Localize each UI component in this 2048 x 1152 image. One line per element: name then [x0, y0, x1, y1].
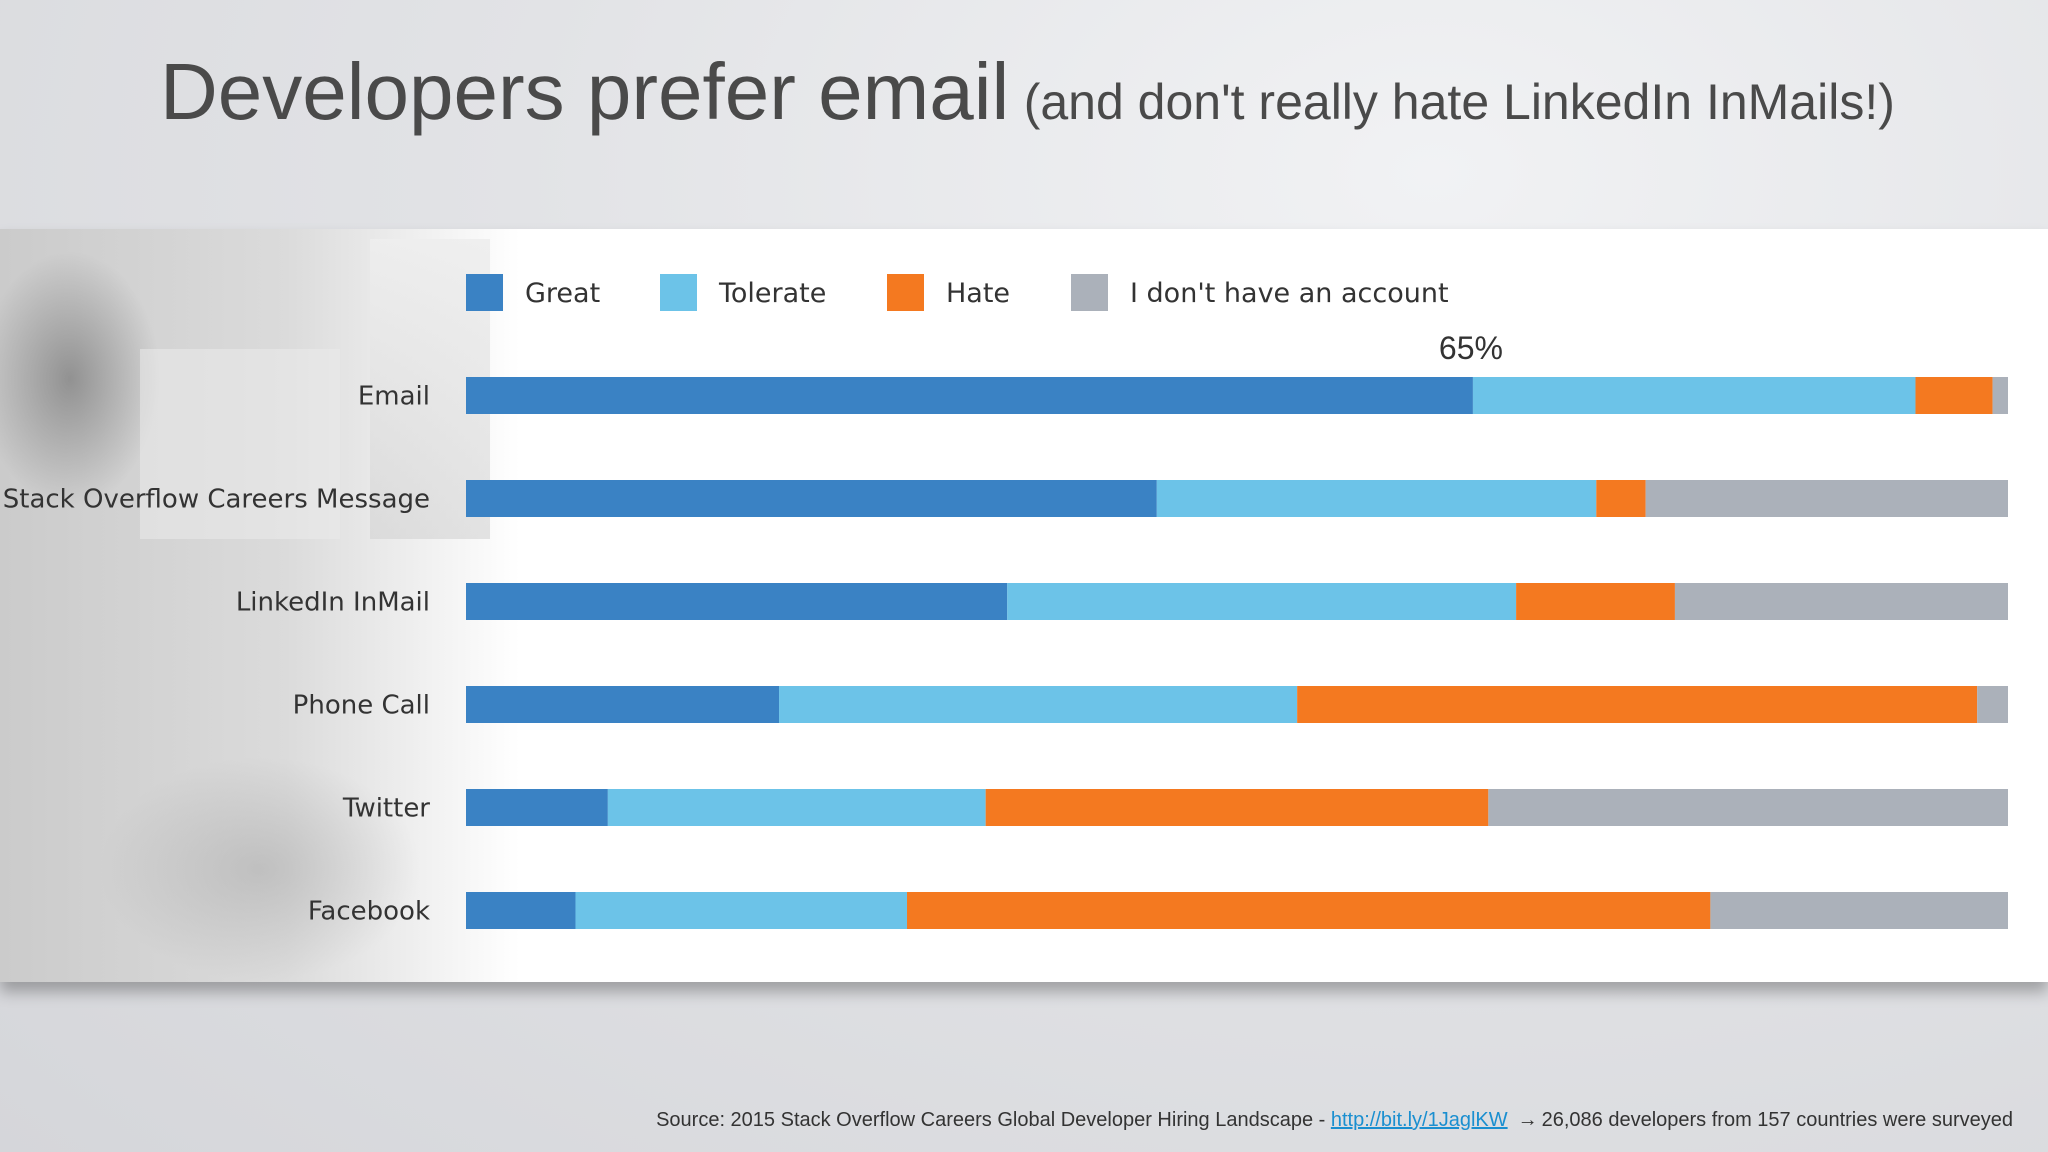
- category-label-email: Email: [358, 382, 430, 412]
- legend-label-great: Great: [525, 278, 600, 309]
- bar-facebook-great: [466, 892, 576, 929]
- legend-swatch-tolerate: [660, 274, 697, 311]
- bar-linkedin-inmail-great: [466, 583, 1008, 620]
- bar-phone-call-hate: [1297, 686, 1978, 723]
- bar-stack-overflow-careers-message-hate: [1596, 480, 1646, 517]
- stacked-bar-chart: Great Tolerate Hate I don't have an account…: [3, 274, 2008, 929]
- legend-label-i-don-t-have-an-account: I don't have an account: [1130, 278, 1449, 309]
- bar-phone-call-great: [466, 686, 780, 723]
- category-label-linkedin-inmail: LinkedIn InMail: [236, 588, 430, 618]
- annotation-label: 65%: [1439, 330, 1503, 366]
- survey-note: 26,086 developers from 157 countries wer…: [1541, 1109, 2013, 1131]
- bar-twitter-tolerate: [607, 789, 986, 826]
- bar-facebook-hate: [907, 892, 1711, 929]
- bar-facebook-tolerate: [575, 892, 908, 929]
- bar-linkedin-inmail-hate: [1516, 583, 1675, 620]
- source-note: Source: 2015 Stack Overflow Careers Glob…: [656, 1109, 2013, 1132]
- bar-twitter-great: [466, 789, 608, 826]
- bar-email-hate: [1915, 377, 1993, 414]
- bar-phone-call-tolerate: [779, 686, 1298, 723]
- bar-email-i-don-t-have-an-account: [1992, 377, 2008, 414]
- slide-title: Developers prefer email (and don't reall…: [160, 46, 2020, 138]
- category-label-stack-overflow-careers-message: Stack Overflow Careers Message: [3, 485, 430, 515]
- legend-swatch-great: [466, 274, 503, 311]
- legend-label-tolerate: Tolerate: [718, 278, 826, 309]
- title-subtitle: (and don't really hate LinkedIn InMails!…: [1023, 74, 1895, 130]
- arrow-icon: →: [1517, 1109, 1538, 1131]
- bar-email-great: [466, 377, 1473, 414]
- bar-facebook-i-don-t-have-an-account: [1710, 892, 2008, 929]
- bar-twitter-hate: [985, 789, 1489, 826]
- bar-email-tolerate: [1472, 377, 1916, 414]
- category-label-twitter: Twitter: [342, 794, 430, 824]
- legend-swatch-hate: [887, 274, 924, 311]
- source-link[interactable]: http://bit.ly/1JaglKW: [1330, 1109, 1508, 1131]
- bar-stack-overflow-careers-message-tolerate: [1156, 480, 1597, 517]
- bar-stack-overflow-careers-message-great: [466, 480, 1157, 517]
- category-label-phone-call: Phone Call: [293, 691, 430, 721]
- bar-phone-call-i-don-t-have-an-account: [1977, 686, 2008, 723]
- source-text: Source: 2015 Stack Overflow Careers Glob…: [656, 1109, 1331, 1131]
- bar-twitter-i-don-t-have-an-account: [1488, 789, 2008, 826]
- bar-linkedin-inmail-i-don-t-have-an-account: [1674, 583, 2008, 620]
- chart-panel: Great Tolerate Hate I don't have an account…: [0, 229, 2048, 982]
- legend-swatch-i-don-t-have-an-account: [1071, 274, 1108, 311]
- category-label-facebook: Facebook: [308, 897, 430, 927]
- title-main: Developers prefer email: [160, 47, 1010, 136]
- bar-stack-overflow-careers-message-i-don-t-have-an-account: [1645, 480, 2008, 517]
- legend-label-hate: Hate: [946, 278, 1010, 309]
- bar-linkedin-inmail-tolerate: [1007, 583, 1517, 620]
